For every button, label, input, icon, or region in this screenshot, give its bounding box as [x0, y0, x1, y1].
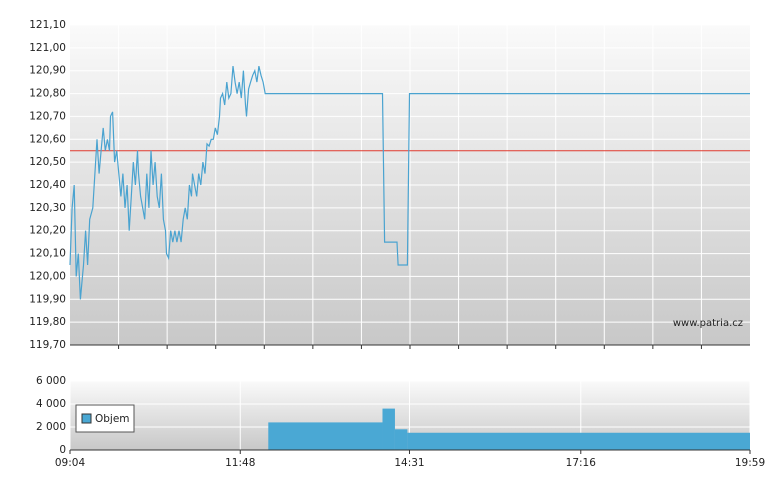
volume-bar — [382, 408, 395, 450]
y-tick-label: 120,70 — [29, 110, 66, 122]
x-tick-label: 19:59 — [735, 457, 765, 469]
volume-bar — [407, 432, 750, 450]
y-tick-label: 120,00 — [29, 270, 66, 282]
x-tick-label: 14:31 — [394, 457, 424, 469]
marks-layer — [69, 65, 750, 450]
volume-bar — [268, 422, 383, 450]
x-tick-label: 09:04 — [55, 457, 86, 469]
y-tick-label: 120,20 — [29, 225, 66, 237]
y-tick-label: 119,90 — [29, 293, 66, 305]
legend-swatch — [81, 413, 92, 424]
x-tick-label: 17:16 — [566, 457, 597, 469]
legend-label: Objem — [95, 413, 130, 425]
y-tick-label: 120,30 — [29, 202, 66, 214]
volume-y-tick-label: 4 000 — [36, 398, 66, 410]
y-tick-label: 120,10 — [29, 248, 66, 260]
y-tick-label: 120,40 — [29, 179, 66, 191]
watermark: www.patria.cz — [673, 318, 743, 329]
y-tick-label: 120,50 — [29, 156, 66, 168]
x-tick-label: 11:48 — [225, 457, 255, 469]
price-line — [69, 65, 750, 300]
volume-bar — [394, 429, 408, 450]
volume-y-tick-label: 0 — [59, 444, 66, 456]
volume-y-tick-label: 6 000 — [36, 375, 66, 387]
y-tick-label: 120,60 — [29, 133, 66, 145]
y-tick-label: 119,80 — [29, 316, 66, 328]
y-tick-label: 120,80 — [29, 88, 66, 100]
y-tick-label: 120,90 — [29, 65, 66, 77]
volume-y-tick-label: 2 000 — [36, 421, 66, 433]
y-tick-label: 121,00 — [29, 42, 66, 54]
y-tick-label: 119,70 — [29, 339, 66, 351]
y-tick-label: 121,10 — [29, 19, 66, 31]
